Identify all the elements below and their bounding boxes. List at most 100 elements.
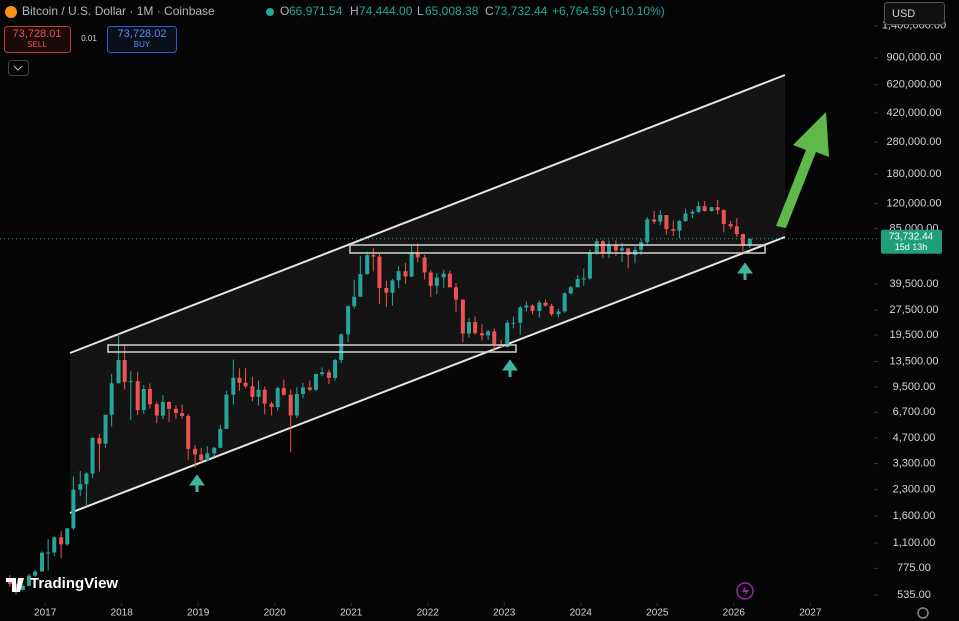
currency: USD (892, 8, 915, 20)
buy-button[interactable] (107, 26, 177, 53)
candle-body (339, 334, 344, 361)
candle-body (441, 273, 446, 278)
x-tick-label: 2026 (723, 608, 746, 619)
candle-body (333, 360, 338, 378)
candle-body (734, 226, 739, 235)
candle-body (231, 377, 236, 395)
candle-body (747, 238, 752, 246)
candle-body (52, 537, 57, 553)
candle-body (466, 322, 471, 334)
x-tick-label: 2024 (570, 608, 593, 619)
x-tick-label: 2019 (187, 608, 210, 619)
candle-body (620, 248, 625, 251)
sell-button[interactable] (4, 26, 71, 53)
candle-body (377, 256, 382, 289)
ohlc-value: 66,971.54 (289, 4, 343, 18)
candle-body (275, 388, 280, 408)
candle-body (71, 489, 76, 529)
support-box (349, 244, 766, 254)
candle-body (33, 571, 38, 576)
candle-body (645, 219, 650, 243)
candle-body (326, 372, 331, 378)
candle-body (90, 437, 95, 474)
candle-body (250, 386, 255, 397)
support-box (107, 344, 517, 353)
ohlc-label: O (280, 4, 289, 18)
settings-icon[interactable] (917, 607, 929, 619)
candle-body (154, 404, 159, 416)
y-tick-label: 420,000.00 (886, 107, 941, 119)
candle-body (352, 296, 357, 307)
candle-body (320, 372, 325, 375)
y-tick-label: 4,700.00 (893, 432, 936, 444)
candle-body (721, 210, 726, 225)
ohlc-value: 74,444.00 (359, 4, 413, 18)
sell-label: SELL (27, 40, 47, 49)
up-arrow-icon (189, 474, 205, 492)
candle-body (365, 255, 370, 275)
x-tick-label: 2017 (34, 608, 57, 619)
lightning-icon[interactable] (736, 582, 754, 600)
candle-body (460, 299, 465, 334)
y-tick-label: 27,500.00 (890, 304, 939, 316)
candle-body (568, 287, 573, 294)
candle-body (300, 387, 305, 394)
candle-body (594, 241, 599, 253)
channel-fill (70, 75, 785, 513)
candle-body (664, 215, 669, 230)
candle-body (346, 306, 351, 335)
currency-select[interactable] (884, 2, 945, 25)
y-tick-label: 3,300.00 (893, 457, 936, 469)
candle-body (702, 206, 707, 212)
candle-body (658, 215, 663, 222)
buy-price: 73,728.02 (118, 28, 167, 40)
collapse-button[interactable] (8, 60, 29, 76)
candle-body (128, 381, 133, 383)
candle-body (20, 585, 25, 590)
candle-body (97, 437, 102, 444)
candle-body (199, 454, 204, 461)
candle-body (613, 245, 618, 251)
sell-price: 73,728.01 (13, 28, 62, 40)
candle-body (396, 271, 401, 281)
candle-body (403, 271, 408, 277)
candle-body (473, 322, 478, 334)
y-tick-label: 9,500.00 (893, 381, 936, 393)
candle-body (505, 322, 510, 348)
x-tick-label: 2021 (340, 608, 363, 619)
candle-body (160, 401, 165, 416)
y-tick-label: 620,000.00 (886, 79, 941, 91)
candle-body (288, 394, 293, 416)
candle-body (186, 415, 191, 449)
candle-body (78, 484, 83, 490)
big-up-arrow (776, 112, 829, 228)
ohlc-value: 65,008.38 (425, 4, 479, 18)
x-tick-label: 2025 (646, 608, 669, 619)
ohlc-label: H (350, 4, 359, 18)
buy-label: BUY (134, 40, 151, 49)
ohlc-change: +6,764.59 (+10.10%) (552, 4, 665, 18)
channel-lower (69, 236, 786, 514)
candle-body (27, 575, 32, 586)
candle-body (715, 207, 720, 211)
brand: TradingView (30, 575, 118, 592)
x-tick-label: 2018 (111, 608, 134, 619)
candle-body (135, 381, 140, 411)
candle-body (212, 447, 217, 454)
candle-body (40, 552, 45, 572)
candle-body (269, 403, 274, 408)
candle-body (14, 584, 19, 590)
candle-body (600, 241, 605, 253)
price-badge (881, 229, 942, 254)
up-arrow-icon (737, 262, 753, 280)
candle-body (575, 278, 580, 288)
y-tick-label: 120,000.00 (886, 197, 941, 209)
candle-body (84, 473, 89, 485)
candle-body (422, 257, 427, 273)
y-tick-label: 535.00 (897, 589, 931, 601)
x-axis: 2017 2018 2019 2020 2021 2022 2023 2024 2025 2026… (34, 603, 822, 619)
candle-body (543, 302, 548, 306)
candle-body (167, 401, 172, 409)
btc-icon (5, 6, 17, 18)
